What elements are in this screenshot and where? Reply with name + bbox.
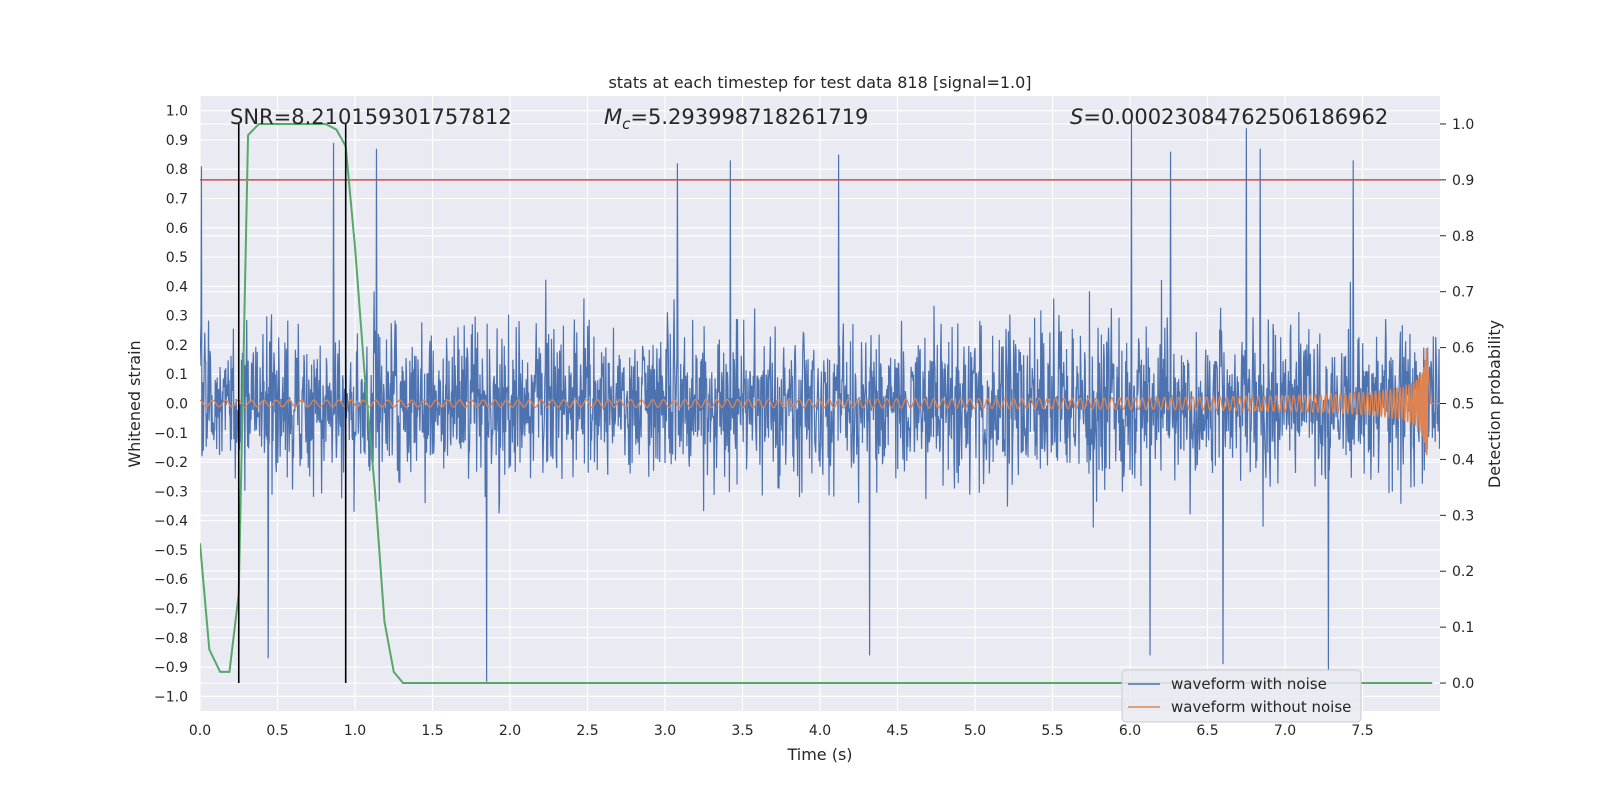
y-tick-label-left: −0.4: [154, 514, 188, 530]
y-tick-label-right: 0.5: [1452, 397, 1474, 413]
y-tick-label-right: 0.0: [1452, 676, 1474, 692]
y-tick-label-left: −0.3: [154, 484, 188, 500]
x-tick-label: 5.0: [964, 723, 986, 739]
x-tick-label: 4.5: [886, 723, 908, 739]
chart-title: stats at each timestep for test data 818…: [608, 73, 1031, 92]
x-tick-label: 7.0: [1274, 723, 1296, 739]
y-tick-label-right: 0.4: [1452, 452, 1474, 468]
legend-label-noise: waveform with noise: [1171, 675, 1327, 693]
y-tick-label-left: 0.0: [166, 397, 188, 413]
y-tick-label-right: 1.0: [1452, 117, 1474, 133]
y-tick-label-left: −1.0: [154, 689, 188, 705]
x-tick-label: 2.5: [576, 723, 598, 739]
y-tick-label-left: −0.2: [154, 455, 188, 471]
y-tick-label-left: −0.1: [154, 426, 188, 442]
y-tick-label-left: −0.6: [154, 572, 188, 588]
x-tick-label: 6.5: [1196, 723, 1218, 739]
legend: waveform with noise waveform without noi…: [1121, 669, 1362, 723]
y-tick-label-left: −0.9: [154, 660, 188, 676]
x-tick-label: 7.5: [1351, 723, 1373, 739]
y-tick-label-right: 0.8: [1452, 229, 1474, 245]
statistic-annotation: S=0.00023084762506186962: [1070, 105, 1388, 129]
y-tick-label-left: −0.8: [154, 631, 188, 647]
chirp-mass-subscript: c: [622, 115, 631, 133]
x-tick-label: 0.0: [189, 723, 211, 739]
y-tick-label-right: 0.1: [1452, 620, 1474, 636]
x-tick-label: 3.0: [654, 723, 676, 739]
y-tick-label-right: 0.6: [1452, 341, 1474, 357]
y-tick-label-right: 0.2: [1452, 564, 1474, 580]
y-tick-label-left: 0.5: [166, 250, 188, 266]
x-tick-label: 6.0: [1119, 723, 1141, 739]
x-tick-label: 1.5: [421, 723, 443, 739]
legend-box: [1121, 669, 1362, 723]
x-tick-label: 5.5: [1041, 723, 1063, 739]
y-tick-label-left: 1.0: [166, 104, 188, 120]
x-tick-label: 1.0: [344, 723, 366, 739]
y-tick-label-left: −0.7: [154, 602, 188, 618]
noise-waveform-line: [200, 110, 1440, 682]
statistic-symbol: S: [1070, 105, 1083, 129]
clean-waveform-line: [200, 348, 1440, 456]
legend-label-clean: waveform without noise: [1171, 698, 1351, 716]
chirp-mass-value: =5.293998718261719: [630, 105, 868, 129]
y-tick-label-left: 0.6: [166, 221, 188, 237]
x-tick-label: 4.0: [809, 723, 831, 739]
statistic-value: =0.00023084762506186962: [1083, 105, 1388, 129]
y-axis-label-left: Whitened strain: [125, 340, 144, 467]
y-tick-label-left: 0.7: [166, 192, 188, 208]
chirp-mass-symbol: M: [604, 105, 622, 129]
tick-labels: 0.0 0.5 1.0 1.5 2.0 2.5 3.0 3.5 4.0 4.5 5.0 5.5 6.0 6…: [154, 104, 1474, 739]
snr-annotation: SNR=8.210159301757812: [230, 105, 512, 129]
y-tick-label-right: 0.7: [1452, 285, 1474, 301]
y-tick-label-left: 0.3: [166, 309, 188, 325]
y-tick-label-left: 0.8: [166, 162, 188, 178]
y-tick-label-right: 0.9: [1452, 173, 1474, 189]
x-tick-label: 2.0: [499, 723, 521, 739]
x-axis-label: Time (s): [786, 745, 852, 764]
y-tick-label-right: 0.3: [1452, 508, 1474, 524]
y-tick-label-left: −0.5: [154, 543, 188, 559]
chirp-mass-annotation: Mc=5.293998718261719: [604, 105, 868, 133]
series-layer: [200, 110, 1440, 685]
x-tick-label: 3.5: [731, 723, 753, 739]
y-tick-label-left: 0.4: [166, 279, 188, 295]
y-tick-label-left: 0.2: [166, 338, 188, 354]
y-tick-label-left: 0.1: [166, 367, 188, 383]
x-tick-label: 0.5: [266, 723, 288, 739]
y-axis-label-right: Detection probability: [1485, 320, 1504, 488]
y-tick-label-left: 0.9: [166, 133, 188, 149]
